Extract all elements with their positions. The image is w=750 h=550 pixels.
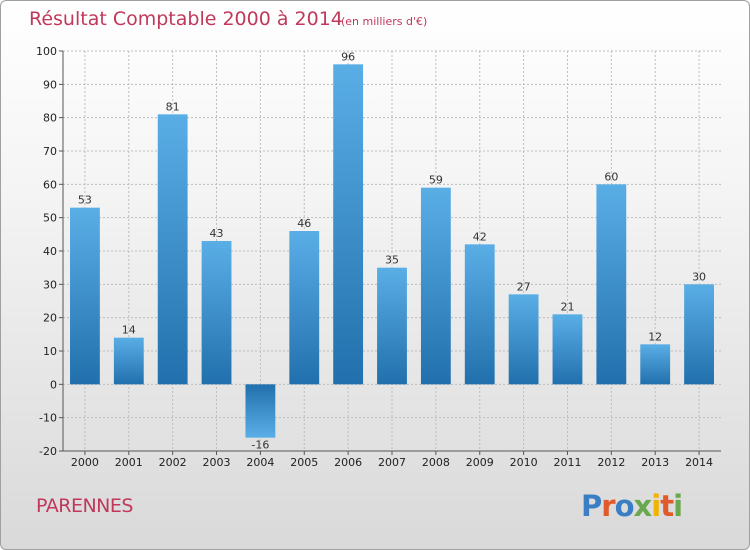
y-axis: -20 -10 0 10 20 30 40 50 60 70 80 90 100 [36, 45, 64, 458]
chart-subtitle: (en milliers d'€) [341, 15, 427, 28]
x-tick-label: 2007 [378, 456, 406, 469]
y-tick-label: 60 [43, 178, 57, 191]
bar-2006[interactable] [333, 64, 364, 385]
x-tick-label: 2001 [115, 456, 143, 469]
x-tick-label: 2013 [641, 456, 669, 469]
y-tick-label: 10 [43, 345, 57, 358]
logo-letter: P [581, 489, 602, 523]
x-tick-label: 2003 [203, 456, 231, 469]
x-tick-label: 2004 [246, 456, 274, 469]
data-label-2006: 96 [341, 50, 355, 63]
data-label-2007: 35 [385, 254, 399, 267]
bar-2014[interactable] [684, 284, 714, 385]
y-tick-label: 90 [43, 78, 57, 91]
data-label-2011: 21 [560, 300, 574, 313]
y-tick-label: 40 [43, 245, 57, 258]
bar-2001[interactable] [113, 337, 144, 385]
y-tick-label: 30 [43, 278, 57, 291]
bar-2013[interactable] [640, 344, 671, 385]
data-label-2000: 53 [78, 194, 92, 207]
bar-2008[interactable] [420, 187, 451, 385]
x-tick-label: 2006 [334, 456, 362, 469]
bar-2009[interactable] [464, 244, 495, 385]
bar-2002[interactable] [157, 114, 188, 385]
bars [70, 64, 714, 438]
x-tick-label: 2012 [597, 456, 625, 469]
x-tick-label: 2008 [422, 456, 450, 469]
y-tick-label: -20 [39, 445, 57, 458]
data-label-2002: 81 [166, 100, 180, 113]
logo-letter: i [651, 489, 661, 523]
logo-letter: i [673, 489, 683, 523]
y-tick-label: 70 [43, 145, 57, 158]
data-label-2013: 12 [648, 330, 662, 343]
x-tick-label: 2002 [159, 456, 187, 469]
bar-2005[interactable] [289, 231, 320, 385]
y-tick-label: 80 [43, 112, 57, 125]
logo-letter: x [633, 489, 653, 523]
x-tick-label: 2014 [685, 456, 713, 469]
data-label-2008: 59 [429, 174, 443, 187]
y-tick-label: -10 [39, 412, 57, 425]
bar-2012[interactable] [596, 184, 627, 385]
x-tick-label: 2011 [553, 456, 581, 469]
logo-letter: t [660, 489, 674, 523]
bar-2003[interactable] [201, 241, 232, 385]
x-tick-label: 2005 [290, 456, 318, 469]
bar-2010[interactable] [508, 294, 539, 385]
data-label-2010: 27 [517, 280, 531, 293]
x-axis: 2000 2001 2002 2003 2004 2005 2006 2007 2008 2009… [63, 450, 721, 469]
data-label-2001: 14 [122, 324, 136, 337]
bar-2000[interactable] [70, 207, 100, 385]
bar-2007[interactable] [377, 267, 407, 385]
y-tick-label: 50 [43, 212, 57, 225]
data-label-2005: 46 [297, 217, 311, 230]
x-tick-label: 2000 [71, 456, 99, 469]
proxiti-logo[interactable]: Proxiti [581, 489, 683, 523]
commune-name: PARENNES [36, 495, 133, 517]
y-tick-label: 20 [43, 312, 57, 325]
chart-title: Résultat Comptable 2000 à 2014 [29, 8, 343, 30]
data-label-2004: -16 [251, 439, 269, 452]
data-label-2012: 60 [604, 170, 618, 183]
data-label-2014: 30 [692, 270, 706, 283]
x-tick-label: 2010 [510, 456, 538, 469]
bar-2011[interactable] [552, 314, 583, 385]
data-label-2009: 42 [473, 230, 487, 243]
x-tick-label: 2009 [466, 456, 494, 469]
y-tick-label: 0 [50, 378, 57, 391]
data-labels: 53 14 81 43 -16 46 96 35 59 42 27 21 60 12 30 [78, 50, 706, 451]
y-tick-label: 100 [36, 45, 57, 58]
data-label-2003: 43 [210, 227, 224, 240]
logo-letter: r [601, 489, 615, 523]
bar-2004[interactable] [245, 384, 276, 438]
logo-letter: o [614, 489, 635, 523]
